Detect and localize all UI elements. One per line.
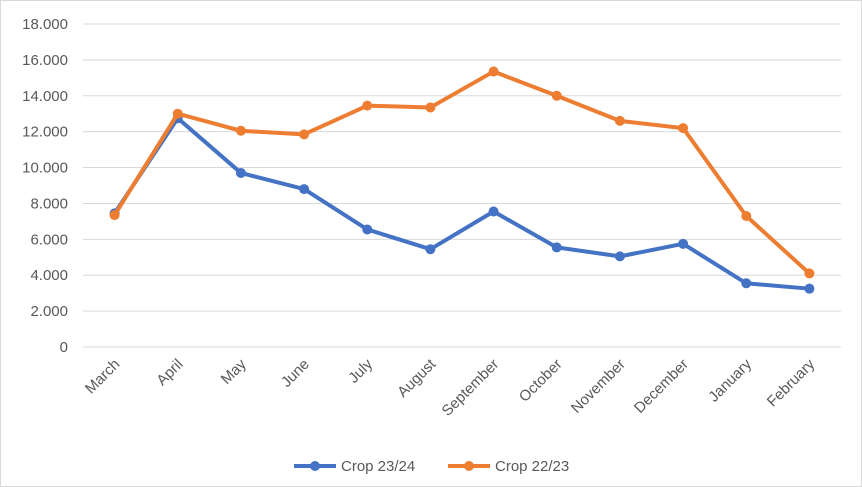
y-tick-label: 2.000 <box>30 303 68 320</box>
legend-item-2: Crop 22/23 <box>448 458 569 475</box>
legend-label: Crop 23/24 <box>341 458 415 475</box>
y-tick-label: 14.000 <box>22 88 68 105</box>
legend-swatch-marker <box>310 461 320 471</box>
x-tick-label: October <box>516 356 566 406</box>
x-tick-label: May <box>218 355 250 387</box>
y-axis-tick-labels: 0 2.000 4.000 6.000 8.000 10.000 12.000 14.000 1… <box>22 16 68 356</box>
data-point <box>425 244 436 255</box>
legend-item-1: Crop 23/24 <box>294 458 415 475</box>
data-point <box>551 242 562 253</box>
series-line <box>112 116 812 291</box>
x-tick-label: September <box>439 356 503 420</box>
data-point <box>804 268 815 279</box>
data-point <box>804 283 815 294</box>
data-point <box>614 251 625 262</box>
data-point <box>488 206 499 217</box>
data-point <box>109 210 120 221</box>
x-axis-tick-labels: March April May June July August September Octo… <box>82 355 819 419</box>
data-point <box>235 125 246 136</box>
data-point <box>678 123 689 134</box>
x-tick-label: June <box>278 356 313 391</box>
data-point <box>741 211 752 222</box>
series-2 <box>109 66 815 279</box>
data-point <box>488 66 499 77</box>
y-tick-label: 10.000 <box>22 160 68 177</box>
y-tick-label: 18.000 <box>22 16 68 33</box>
data-point <box>678 238 689 249</box>
y-tick-label: 6.000 <box>30 231 68 248</box>
x-tick-label: July <box>345 355 376 386</box>
y-tick-label: 4.000 <box>30 267 68 284</box>
data-point <box>172 108 183 119</box>
data-point <box>235 167 246 178</box>
y-tick-label: 12.000 <box>22 124 68 141</box>
x-tick-label: December <box>631 356 692 417</box>
y-tick-label: 0 <box>60 339 68 356</box>
data-point <box>299 184 310 195</box>
series-lines <box>109 66 815 294</box>
data-point <box>362 100 373 111</box>
x-tick-label: November <box>568 356 629 417</box>
legend-label: Crop 22/23 <box>495 458 569 475</box>
data-point <box>299 129 310 140</box>
x-tick-label: August <box>394 355 440 401</box>
legend-swatch-marker <box>464 461 474 471</box>
x-tick-label: February <box>764 355 819 410</box>
x-tick-label: April <box>153 356 186 389</box>
x-tick-label: March <box>82 356 123 397</box>
x-tick-label: January <box>705 355 755 405</box>
y-tick-label: 8.000 <box>30 195 68 212</box>
data-point <box>741 278 752 289</box>
data-point <box>425 102 436 113</box>
legend: Crop 23/24 Crop 22/23 <box>294 458 569 475</box>
y-tick-label: 16.000 <box>22 52 68 69</box>
series-line <box>112 69 812 276</box>
gridlines <box>83 23 841 348</box>
data-point <box>551 90 562 101</box>
data-point <box>362 224 373 235</box>
data-point <box>614 115 625 126</box>
